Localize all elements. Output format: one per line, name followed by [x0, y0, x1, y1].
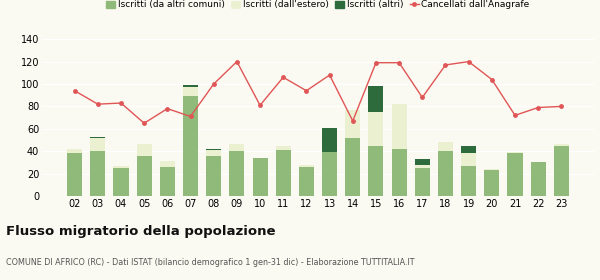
Bar [275, 150, 291, 196]
Bar [183, 85, 198, 87]
Bar [438, 151, 453, 196]
Bar [415, 165, 430, 168]
Bar [508, 153, 523, 196]
Bar [137, 144, 152, 156]
Bar [461, 166, 476, 196]
Bar [90, 151, 106, 196]
Bar [275, 146, 291, 150]
Bar [345, 110, 361, 138]
Bar [299, 167, 314, 196]
Bar [206, 149, 221, 150]
Bar [90, 137, 106, 138]
Bar [137, 156, 152, 196]
Bar [67, 153, 82, 196]
Bar [554, 146, 569, 196]
Bar [345, 138, 361, 196]
Bar [415, 168, 430, 196]
Bar [229, 151, 244, 196]
Bar [183, 87, 198, 96]
Bar [322, 128, 337, 152]
Bar [160, 161, 175, 167]
Bar [113, 166, 128, 168]
Bar [90, 138, 106, 151]
Legend: Iscritti (da altri comuni), Iscritti (dall'estero), Iscritti (altri), Cancellati: Iscritti (da altri comuni), Iscritti (da… [103, 0, 533, 13]
Bar [484, 170, 499, 196]
Bar [206, 156, 221, 196]
Bar [530, 162, 546, 196]
Bar [554, 144, 569, 146]
Text: Flusso migratorio della popolazione: Flusso migratorio della popolazione [6, 225, 275, 238]
Bar [461, 146, 476, 153]
Bar [322, 152, 337, 196]
Bar [368, 86, 383, 112]
Bar [160, 167, 175, 196]
Bar [368, 112, 383, 146]
Bar [229, 144, 244, 151]
Bar [392, 149, 407, 196]
Text: COMUNE DI AFRICO (RC) - Dati ISTAT (bilancio demografico 1 gen-31 dic) - Elabora: COMUNE DI AFRICO (RC) - Dati ISTAT (bila… [6, 258, 415, 267]
Bar [113, 168, 128, 196]
Bar [67, 149, 82, 153]
Bar [183, 96, 198, 196]
Bar [461, 153, 476, 166]
Bar [368, 146, 383, 196]
Bar [299, 165, 314, 167]
Bar [484, 169, 499, 170]
Bar [253, 158, 268, 196]
Bar [508, 152, 523, 153]
Bar [438, 142, 453, 151]
Bar [206, 150, 221, 156]
Bar [392, 104, 407, 149]
Bar [415, 159, 430, 165]
